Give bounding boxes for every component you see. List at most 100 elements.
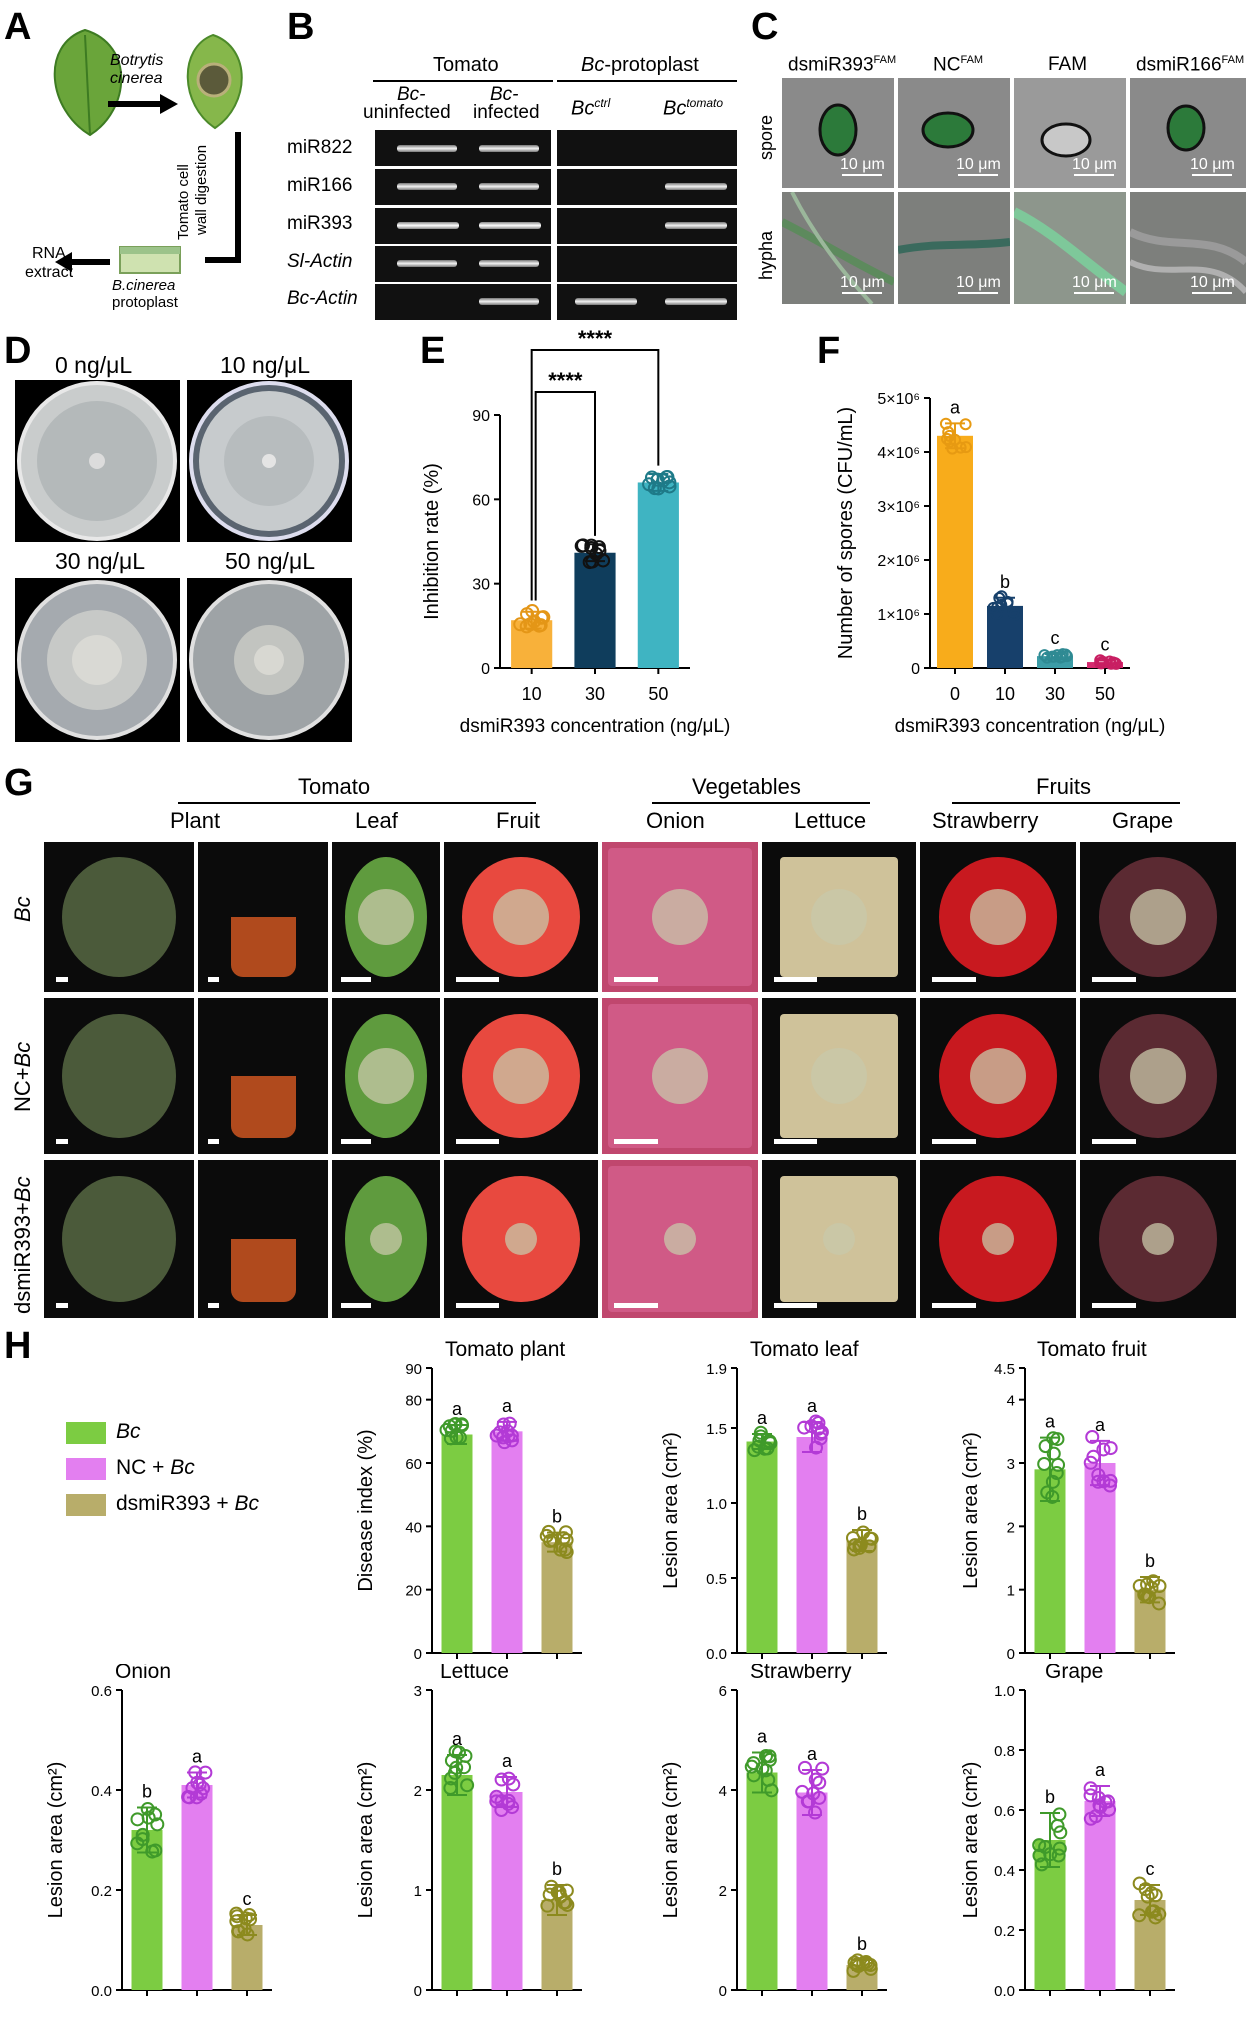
data-point bbox=[540, 1898, 555, 1913]
micro-col-1-main: dsmiR393 bbox=[788, 54, 874, 76]
y-tick-label: 4×10⁶ bbox=[877, 445, 920, 462]
data-point bbox=[995, 590, 1008, 603]
bar bbox=[491, 1792, 523, 1990]
y-tick-label: 0.6 bbox=[91, 1683, 112, 1700]
gel-image bbox=[375, 169, 551, 205]
significance-letter: b bbox=[142, 1782, 152, 1802]
y-tick-label: 4 bbox=[719, 1783, 727, 1800]
chart-h-onion: 0.0 0.2 0.4 0.6 b a c Onion Lesion area (cm²) bbox=[45, 1664, 272, 2000]
data-point bbox=[808, 1805, 823, 1820]
significance-letter: a bbox=[757, 1408, 768, 1428]
data-point bbox=[1140, 1889, 1155, 1904]
lesion-spot bbox=[247, 1223, 279, 1255]
y-tick-label: 3×10⁶ bbox=[877, 499, 920, 516]
specimen-photo bbox=[44, 998, 194, 1154]
scale-bar bbox=[56, 1139, 68, 1144]
y-tick-label: 3 bbox=[414, 1683, 422, 1700]
lesion-spot bbox=[970, 1048, 1026, 1104]
specimen-photo bbox=[444, 1160, 598, 1318]
gel-image bbox=[557, 284, 737, 320]
digest-label-2: wall digestion bbox=[193, 144, 210, 235]
data-point bbox=[523, 617, 538, 632]
specimen-photo bbox=[332, 842, 440, 992]
panel-a-schematic bbox=[53, 28, 243, 274]
gel-image bbox=[557, 130, 737, 166]
panel-letter-e: E bbox=[420, 330, 446, 372]
data-point bbox=[584, 538, 599, 553]
legend-ds-italic: Bc bbox=[234, 1492, 259, 1515]
bar bbox=[181, 1785, 213, 1990]
scale-label: 10 μm bbox=[1190, 156, 1235, 173]
y-tick-label: 1.0 bbox=[706, 1496, 727, 1513]
specimen-photo bbox=[762, 1160, 916, 1318]
data-point bbox=[1051, 1457, 1066, 1472]
lesion-spot bbox=[91, 889, 147, 945]
y-tick-label: 0.6 bbox=[994, 1803, 1015, 1820]
dish-label-50: 50 ng/μL bbox=[225, 548, 315, 574]
data-point bbox=[442, 1419, 457, 1434]
panel-c: dsmiR393FAM NCFAM FAM dsmiR166FAM spore … bbox=[750, 0, 1252, 320]
gel-row-mir166: miR166 bbox=[287, 175, 353, 196]
data-point bbox=[192, 1777, 207, 1792]
data-point bbox=[987, 601, 1000, 614]
data-point bbox=[1038, 1439, 1053, 1454]
data-point bbox=[797, 1760, 812, 1775]
hypha-image: 10 μm bbox=[782, 192, 894, 304]
chart-f: 0 1×10⁶ 2×10⁶ 3×10⁶ 4×10⁶ 5×10⁶ a 0 b 10 c 30 c 50 Num… bbox=[835, 391, 1165, 737]
lesion-spot bbox=[1142, 1223, 1174, 1255]
specimen-photo bbox=[920, 998, 1076, 1154]
dish-label-0: 0 ng/μL bbox=[55, 352, 133, 378]
col-leaf: Leaf bbox=[355, 808, 398, 833]
y-tick-label: 5×10⁶ bbox=[877, 391, 920, 408]
significance-letter: a bbox=[1095, 1760, 1106, 1780]
data-point bbox=[489, 1428, 504, 1443]
micro-col-2: NCFAM bbox=[933, 54, 983, 76]
specimen-photo bbox=[1080, 842, 1236, 992]
legend-swatch-ds bbox=[66, 1494, 106, 1516]
row-ds-bc-pre: dsmiR393+ bbox=[10, 1202, 35, 1314]
scale-bar bbox=[208, 1303, 219, 1308]
legend-swatch-bc bbox=[66, 1422, 106, 1444]
chart-title: Grape bbox=[1045, 1664, 1103, 1683]
y-axis-label: Lesion area (cm²) bbox=[660, 1762, 682, 1919]
data-point bbox=[746, 1756, 761, 1771]
gel-col-3-sup: ctrl bbox=[594, 96, 611, 110]
lesion-spot bbox=[358, 889, 414, 945]
y-tick-label: 4.5 bbox=[994, 1361, 1015, 1378]
data-point bbox=[959, 441, 972, 454]
gel-col-2-top: Bc- bbox=[490, 84, 519, 106]
data-point bbox=[808, 1772, 823, 1787]
row-nc-bc-pre: NC+ bbox=[10, 1067, 35, 1112]
y-tick-label: 0.8 bbox=[994, 1743, 1015, 1760]
digest-label-1: Tomato cell bbox=[175, 164, 192, 240]
scale-bar bbox=[614, 1139, 659, 1144]
data-point bbox=[1083, 1811, 1098, 1826]
panel-letter-c: C bbox=[751, 6, 779, 48]
specimen-photo bbox=[1080, 998, 1236, 1154]
pathogen-label-2: cinerea bbox=[110, 70, 163, 87]
panel-d: 0 ng/μL 10 ng/μL 30 ng/μL 50 ng/μL bbox=[0, 330, 360, 750]
lesion-spot bbox=[505, 1223, 537, 1255]
col-plant: Plant bbox=[170, 808, 221, 833]
panel-g: Tomato Vegetables Fruits Plant Leaf Frui… bbox=[0, 762, 1252, 1322]
gel-group-protoplast-rest: -protoplast bbox=[604, 54, 699, 76]
chart-h-tomato-fruit: 0 1 2 3 4 4.5 a a b Tomato fruit Lesion area (cm²) bbox=[960, 1338, 1175, 1663]
data-point bbox=[557, 1895, 572, 1910]
y-tick-label: 90 bbox=[472, 408, 490, 425]
y-tick-label: 2×10⁶ bbox=[877, 553, 920, 570]
significance-letter: b bbox=[552, 1507, 562, 1527]
scale-bar bbox=[56, 1303, 68, 1308]
data-point bbox=[513, 617, 528, 632]
specimen-photo bbox=[332, 998, 440, 1154]
specimen-shape bbox=[230, 917, 296, 977]
y-tick-label: 60 bbox=[405, 1456, 422, 1473]
data-point bbox=[995, 598, 1008, 611]
bar bbox=[937, 435, 973, 668]
data-point bbox=[1040, 1485, 1055, 1500]
dish-label-30: 30 ng/μL bbox=[55, 548, 145, 574]
data-point bbox=[135, 1832, 150, 1847]
data-point bbox=[1037, 1457, 1052, 1472]
bar bbox=[441, 1434, 473, 1653]
significance-letter: b bbox=[1045, 1787, 1055, 1807]
group-line-fruits bbox=[952, 802, 1180, 804]
